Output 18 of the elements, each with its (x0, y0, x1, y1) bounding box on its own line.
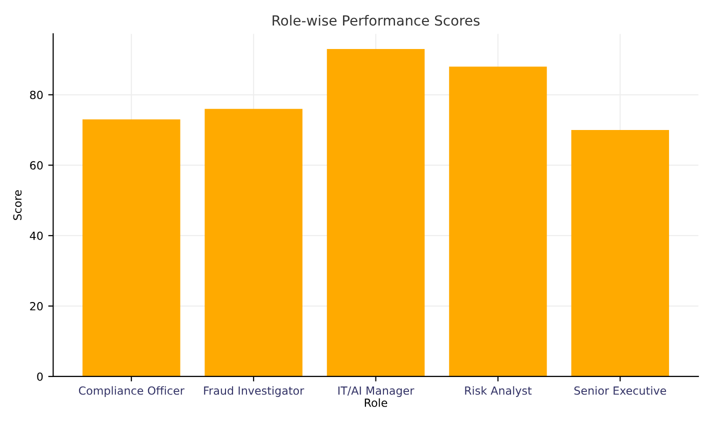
bar (204, 108, 302, 376)
x-tick-label: Risk Analyst (465, 386, 532, 397)
bar (82, 119, 180, 376)
x-tick-label: Compliance Officer (78, 386, 184, 397)
bar (571, 130, 670, 376)
y-axis-title: Score (13, 190, 22, 220)
x-tick-label: IT/AI Manager (338, 386, 414, 397)
y-tick-label: 80 (30, 90, 43, 100)
bar (449, 66, 547, 376)
y-tick-label: 0 (37, 372, 43, 381)
y-tick-label: 40 (30, 232, 43, 240)
chart-title: Role-wise Performance Scores (272, 14, 480, 26)
x-axis-title: Role (364, 398, 388, 407)
y-tick-label: 20 (30, 302, 43, 310)
x-tick-label: Senior Executive (574, 386, 666, 395)
y-tick-label: 60 (30, 161, 43, 170)
x-tick-label: Fraud Investigator (204, 386, 304, 397)
bar (326, 48, 425, 376)
